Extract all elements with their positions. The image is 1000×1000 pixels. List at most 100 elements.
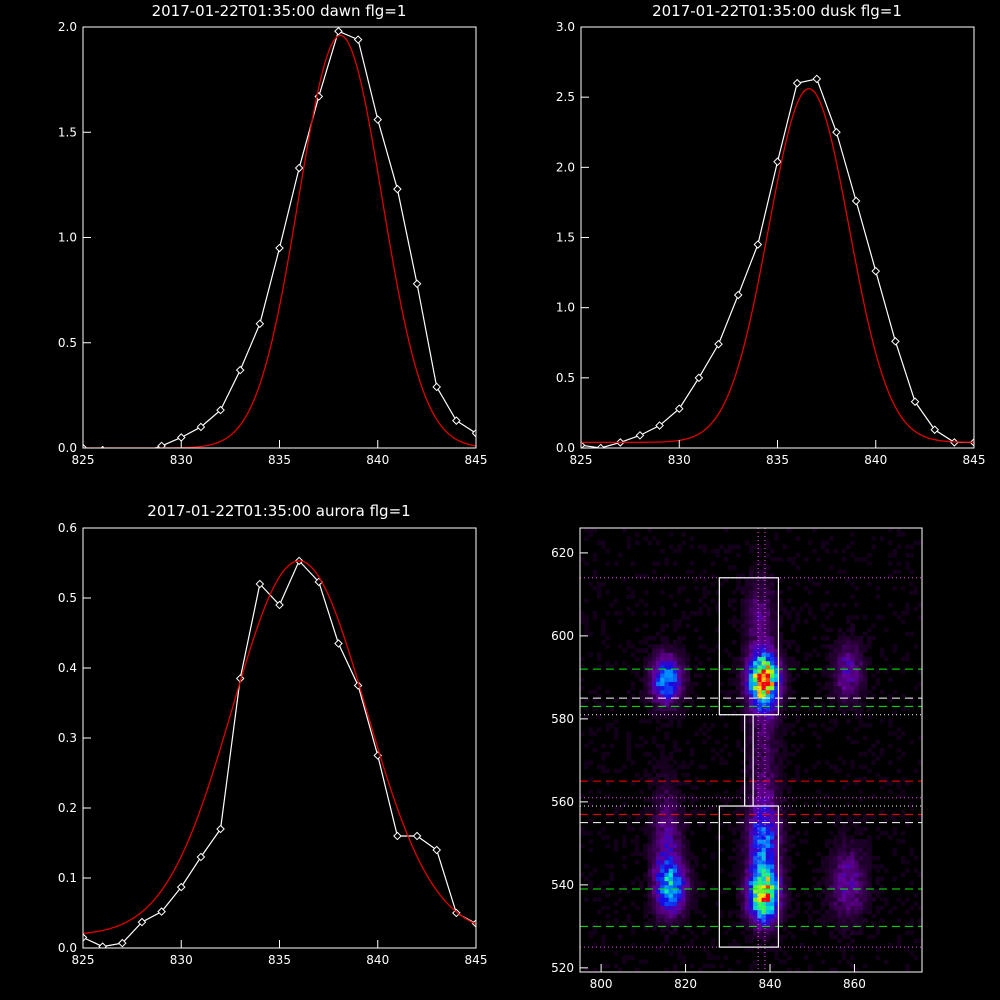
heatmap-cell [879, 652, 885, 658]
heatmap-cell [647, 818, 653, 824]
heatmap-cell [753, 760, 758, 765]
heatmap-cell [833, 681, 838, 687]
heatmap-cell [685, 698, 691, 703]
heatmap-cell [672, 835, 678, 840]
heatmap-cell [841, 826, 847, 832]
heatmap-cell [824, 947, 830, 952]
heatmap-cell [677, 822, 682, 828]
heatmap-cell [917, 814, 922, 819]
heatmap-cell [803, 814, 809, 819]
heatmap-cell [782, 806, 788, 811]
heatmap-cell [829, 918, 834, 923]
heatmap-cell [740, 922, 746, 927]
heatmap-cell [765, 573, 771, 579]
heatmap-cell [664, 681, 670, 687]
heatmap-cell [782, 743, 788, 749]
heatmap-cell [677, 669, 682, 674]
heatmap-cell [753, 565, 758, 570]
heatmap-cell [850, 652, 855, 658]
heatmap-cell [748, 594, 754, 599]
heatmap-cell [858, 557, 864, 562]
heatmap-cell [841, 689, 847, 695]
heatmap-cell [837, 918, 843, 923]
heatmap-cell [664, 623, 670, 628]
data-point [694, 373, 704, 383]
heatmap-cell [639, 677, 644, 682]
heatmap-cell [858, 681, 864, 687]
heatmap-cell [753, 922, 758, 927]
heatmap-cell [757, 685, 762, 691]
heatmap-cell [753, 789, 758, 794]
heatmap-cell [850, 739, 855, 745]
heatmap-cell [858, 864, 864, 869]
heatmap-cell [770, 698, 775, 703]
heatmap-cell [651, 664, 657, 670]
heatmap-cell [770, 814, 775, 819]
heatmap-cell [681, 681, 686, 687]
heatmap-cell [833, 640, 838, 645]
heatmap-cell [672, 893, 678, 898]
heatmap-cell [862, 855, 868, 861]
heatmap-cell [639, 693, 644, 699]
heatmap-cell [795, 967, 800, 972]
heatmap-cell [660, 590, 665, 595]
heatmap-cell [740, 830, 746, 836]
heatmap-cell [774, 830, 779, 836]
heatmap-cell [778, 909, 784, 915]
heatmap-cell [816, 743, 822, 749]
heatmap-cell [757, 814, 762, 819]
heatmap-cell [774, 897, 779, 902]
heatmap-cell [896, 938, 902, 944]
heatmap-cell [900, 669, 906, 674]
heatmap-cell [748, 934, 754, 940]
heatmap-cell [761, 806, 767, 811]
heatmap-cell [770, 930, 775, 936]
heatmap-cell [782, 727, 788, 732]
heatmap-cell [841, 855, 847, 861]
heatmap-cell [664, 884, 670, 890]
heatmap-cell [757, 569, 762, 575]
heatmap-cell [846, 847, 851, 853]
heatmap-cell [782, 652, 788, 658]
heatmap-cell [879, 918, 885, 923]
heatmap-cell [778, 901, 784, 907]
heatmap-cell [782, 868, 788, 873]
heatmap-cell [748, 880, 754, 886]
heatmap-cell [892, 552, 898, 558]
heatmap-cell [761, 743, 767, 749]
heatmap-cell [694, 681, 699, 687]
heatmap-cell [892, 610, 898, 616]
data-point [393, 831, 402, 841]
heatmap-cell [748, 793, 754, 799]
heatmap-cell [774, 644, 779, 649]
heatmap-cell [580, 843, 585, 848]
heatmap-cell [846, 835, 851, 840]
heatmap-cell [672, 648, 678, 653]
heatmap-cell [770, 789, 775, 794]
heatmap-cell [850, 913, 855, 919]
heatmap-cell [871, 693, 876, 699]
heatmap-cell [592, 922, 598, 927]
heatmap-cell [592, 552, 598, 558]
heatmap-cell [829, 913, 834, 919]
heatmap-cell [791, 843, 796, 848]
heatmap-cell [626, 640, 632, 645]
heatmap-cell [660, 702, 665, 707]
heatmap-cell [837, 648, 843, 653]
heatmap-cell [656, 785, 661, 790]
heatmap-cell [770, 581, 775, 587]
heatmap-cell [871, 536, 876, 541]
heatmap-cell [841, 918, 847, 923]
heatmap-cell [824, 652, 830, 658]
heatmap-cell [909, 930, 914, 936]
heatmap-cell [727, 619, 733, 624]
heatmap-cell [668, 756, 674, 761]
heatmap-cell [660, 640, 665, 645]
heatmap-cell [660, 918, 665, 923]
heatmap-cell [867, 706, 872, 711]
heatmap-cell [681, 859, 686, 865]
heatmap-cell [761, 731, 767, 736]
heatmap-cell [668, 905, 674, 911]
heatmap-cell [677, 814, 682, 819]
heatmap-cell [694, 693, 699, 699]
